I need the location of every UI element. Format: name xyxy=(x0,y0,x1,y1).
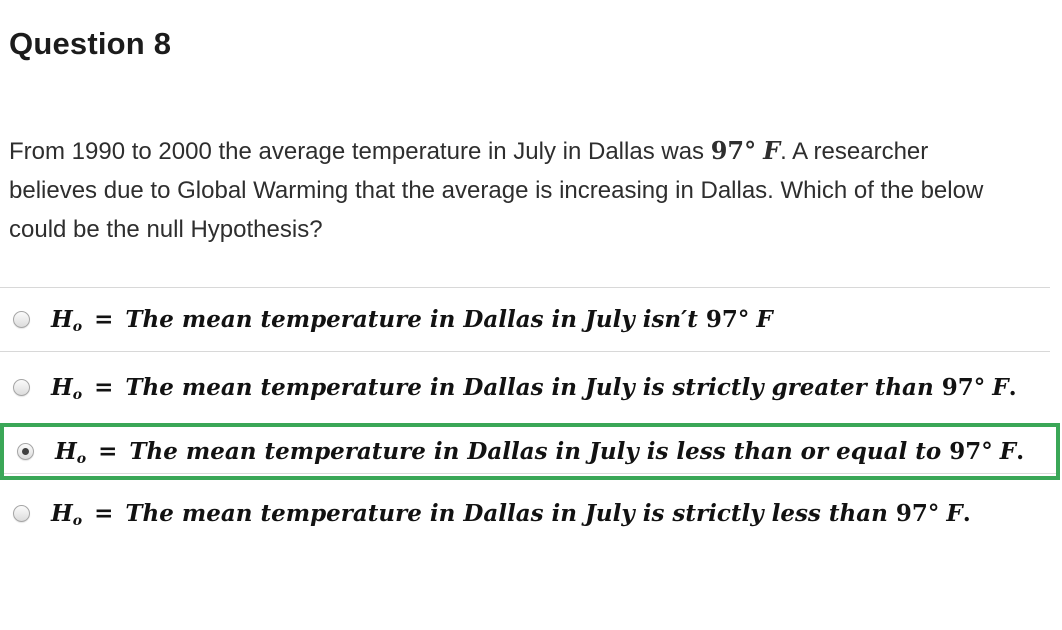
option-value: 97° xyxy=(949,438,993,465)
hypothesis-symbol: H xyxy=(51,374,73,401)
hypothesis-symbol: H xyxy=(51,500,73,527)
hypothesis-symbol: H xyxy=(55,438,77,465)
question-text-after: . A researcher believes due to Global Wa… xyxy=(9,138,984,243)
option-unit: F xyxy=(999,438,1017,465)
radio-button[interactable] xyxy=(13,311,30,328)
option-period: . xyxy=(1016,438,1025,465)
hypothesis-subscript: o xyxy=(72,513,83,529)
option-period: . xyxy=(1008,374,1017,401)
options-list: Ho = The mean temperature in Dallas in J… xyxy=(0,287,1062,547)
option-unit: F xyxy=(946,500,963,527)
hypothesis-subscript: o xyxy=(76,451,87,467)
radio-button[interactable] xyxy=(17,443,34,460)
equals-sign: = xyxy=(94,500,114,527)
option-text: Ho = The mean temperature in Dallas in J… xyxy=(51,500,971,529)
option-value: 97° xyxy=(895,500,940,527)
option-value: 97° xyxy=(941,374,986,401)
option-statement: The mean temperature in Dallas in July i… xyxy=(125,306,698,333)
option-text: Ho = The mean temperature in Dallas in J… xyxy=(55,438,1025,467)
question-title: Question 8 xyxy=(9,26,172,61)
question-text-before: From 1990 to 2000 the average temperatur… xyxy=(9,138,711,165)
math-value: 97° xyxy=(710,136,757,165)
hypothesis-subscript: o xyxy=(72,387,83,403)
option-row-3-selected[interactable]: Ho = The mean temperature in Dallas in J… xyxy=(0,423,1060,480)
hypothesis-symbol: H xyxy=(51,306,73,333)
math-unit: F xyxy=(763,136,781,165)
option-text: Ho = The mean temperature in Dallas in J… xyxy=(51,374,1017,403)
option-value: 97° xyxy=(705,306,750,333)
equals-sign: = xyxy=(98,438,118,465)
option-statement: The mean temperature in Dallas in July i… xyxy=(129,438,942,465)
option-period: . xyxy=(962,500,971,527)
option-text: Ho = The mean temperature in Dallas in J… xyxy=(51,306,773,335)
option-row-2[interactable]: Ho = The mean temperature in Dallas in J… xyxy=(0,351,1050,423)
hypothesis-subscript: o xyxy=(72,319,83,335)
option-statement: The mean temperature in Dallas in July i… xyxy=(125,374,934,401)
radio-button[interactable] xyxy=(13,379,30,396)
option-row-1[interactable]: Ho = The mean temperature in Dallas in J… xyxy=(0,287,1050,351)
radio-button[interactable] xyxy=(13,505,30,522)
question-inline-math: 97° F xyxy=(710,136,781,165)
option-unit: F xyxy=(992,374,1009,401)
equals-sign: = xyxy=(94,306,114,333)
option-unit: F xyxy=(756,306,773,333)
option-statement: The mean temperature in Dallas in July i… xyxy=(125,500,888,527)
option-row-4[interactable]: Ho = The mean temperature in Dallas in J… xyxy=(0,480,1050,547)
equals-sign: = xyxy=(94,374,114,401)
question-text: From 1990 to 2000 the average temperatur… xyxy=(9,131,1014,249)
